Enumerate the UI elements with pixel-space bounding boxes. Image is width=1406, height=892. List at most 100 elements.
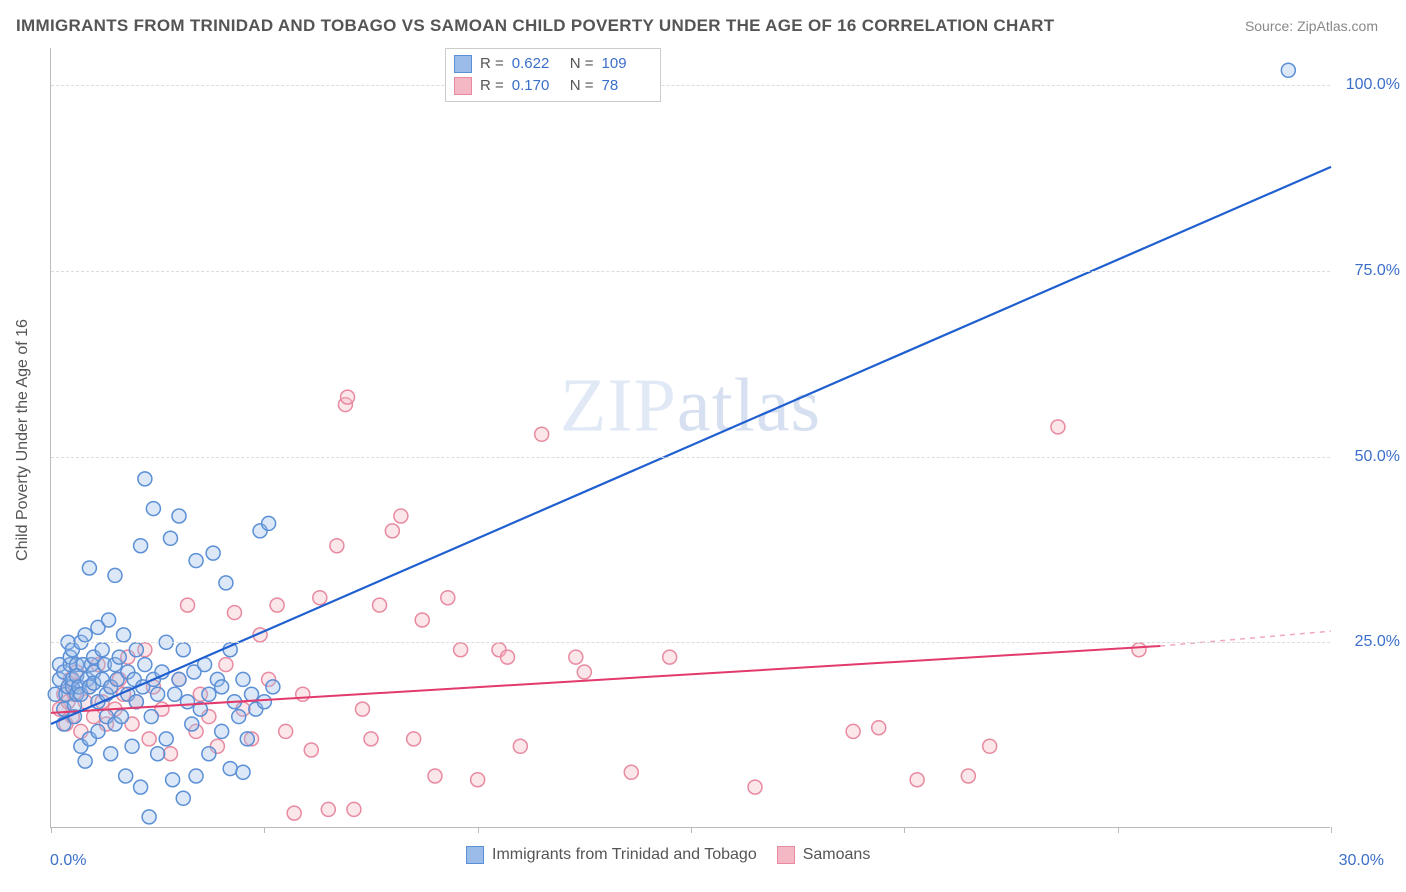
data-point bbox=[236, 765, 250, 779]
data-point bbox=[441, 591, 455, 605]
data-point bbox=[983, 739, 997, 753]
gridline bbox=[51, 85, 1330, 86]
data-point bbox=[206, 546, 220, 560]
legend-R-value-1: 0.622 bbox=[512, 53, 562, 75]
data-point bbox=[108, 568, 122, 582]
data-point bbox=[189, 769, 203, 783]
data-point bbox=[513, 739, 527, 753]
legend-series-1-label: Immigrants from Trinidad and Tobago bbox=[492, 846, 757, 864]
data-point bbox=[151, 687, 165, 701]
data-point bbox=[172, 672, 186, 686]
data-point bbox=[262, 516, 276, 530]
y-tick-label: 100.0% bbox=[1340, 76, 1400, 94]
x-tick bbox=[904, 827, 905, 833]
x-tick bbox=[691, 827, 692, 833]
gridline bbox=[51, 457, 1330, 458]
legend-bottom-item-1: Immigrants from Trinidad and Tobago bbox=[466, 846, 757, 864]
data-point bbox=[407, 732, 421, 746]
plot-area: ZIPatlas 25.0%50.0%75.0%100.0% bbox=[50, 48, 1330, 828]
data-point bbox=[104, 747, 118, 761]
data-point bbox=[215, 724, 229, 738]
data-point bbox=[219, 658, 233, 672]
gridline bbox=[51, 642, 1330, 643]
legend-series-2-label: Samoans bbox=[803, 846, 871, 864]
legend-swatch-series-2 bbox=[454, 77, 472, 95]
x-tick bbox=[51, 827, 52, 833]
data-point bbox=[279, 724, 293, 738]
data-point bbox=[270, 598, 284, 612]
data-point bbox=[846, 724, 860, 738]
data-point bbox=[142, 732, 156, 746]
data-point bbox=[146, 502, 160, 516]
y-tick-label: 50.0% bbox=[1340, 448, 1400, 466]
data-point bbox=[163, 531, 177, 545]
gridline bbox=[51, 271, 1330, 272]
legend-N-value-2: 78 bbox=[602, 75, 652, 97]
x-tick bbox=[1331, 827, 1332, 833]
data-point bbox=[910, 773, 924, 787]
data-point bbox=[471, 773, 485, 787]
source-prefix: Source: bbox=[1245, 18, 1297, 34]
trend-line bbox=[51, 167, 1331, 724]
data-point bbox=[114, 710, 128, 724]
data-point bbox=[266, 680, 280, 694]
data-point bbox=[189, 554, 203, 568]
data-point bbox=[172, 509, 186, 523]
data-point bbox=[240, 732, 254, 746]
data-point bbox=[181, 598, 195, 612]
legend-top-row-2: R = 0.170 N = 78 bbox=[454, 75, 652, 97]
legend-top-row-1: R = 0.622 N = 109 bbox=[454, 53, 652, 75]
data-point bbox=[166, 773, 180, 787]
y-axis-title: Child Poverty Under the Age of 16 bbox=[14, 319, 32, 561]
legend-swatch-series-1 bbox=[466, 846, 484, 864]
data-point bbox=[95, 643, 109, 657]
data-point bbox=[287, 806, 301, 820]
data-point bbox=[296, 687, 310, 701]
data-point bbox=[227, 606, 241, 620]
data-point bbox=[181, 695, 195, 709]
legend-swatch-series-2 bbox=[777, 846, 795, 864]
data-point bbox=[415, 613, 429, 627]
data-point bbox=[236, 672, 250, 686]
data-point bbox=[138, 658, 152, 672]
data-point bbox=[82, 561, 96, 575]
legend-R-label: R = bbox=[480, 53, 504, 75]
data-point bbox=[257, 695, 271, 709]
data-point bbox=[223, 762, 237, 776]
data-point bbox=[355, 702, 369, 716]
data-point bbox=[961, 769, 975, 783]
data-point bbox=[347, 802, 361, 816]
data-point bbox=[330, 539, 344, 553]
data-point bbox=[176, 643, 190, 657]
x-tick-label-max: 30.0% bbox=[1339, 852, 1384, 870]
data-point bbox=[142, 810, 156, 824]
data-point bbox=[125, 739, 139, 753]
chart-title: IMMIGRANTS FROM TRINIDAD AND TOBAGO VS S… bbox=[0, 0, 1406, 36]
data-point bbox=[232, 710, 246, 724]
data-point bbox=[215, 680, 229, 694]
source-link[interactable]: ZipAtlas.com bbox=[1297, 18, 1378, 34]
data-point bbox=[341, 390, 355, 404]
data-point bbox=[428, 769, 442, 783]
data-point bbox=[202, 687, 216, 701]
scatter-plot-svg bbox=[51, 48, 1330, 827]
legend-top: R = 0.622 N = 109 R = 0.170 N = 78 bbox=[445, 48, 661, 102]
data-point bbox=[663, 650, 677, 664]
data-point bbox=[219, 576, 233, 590]
x-tick bbox=[1118, 827, 1119, 833]
data-point bbox=[748, 780, 762, 794]
legend-N-label: N = bbox=[570, 75, 594, 97]
data-point bbox=[134, 539, 148, 553]
data-point bbox=[78, 754, 92, 768]
data-point bbox=[1281, 63, 1295, 77]
data-point bbox=[394, 509, 408, 523]
data-point bbox=[373, 598, 387, 612]
trend-line bbox=[1160, 631, 1331, 646]
legend-bottom: Immigrants from Trinidad and Tobago Samo… bbox=[460, 846, 876, 864]
source-credit: Source: ZipAtlas.com bbox=[1245, 18, 1378, 34]
data-point bbox=[569, 650, 583, 664]
data-point bbox=[577, 665, 591, 679]
legend-swatch-series-1 bbox=[454, 55, 472, 73]
data-point bbox=[176, 791, 190, 805]
x-tick bbox=[478, 827, 479, 833]
